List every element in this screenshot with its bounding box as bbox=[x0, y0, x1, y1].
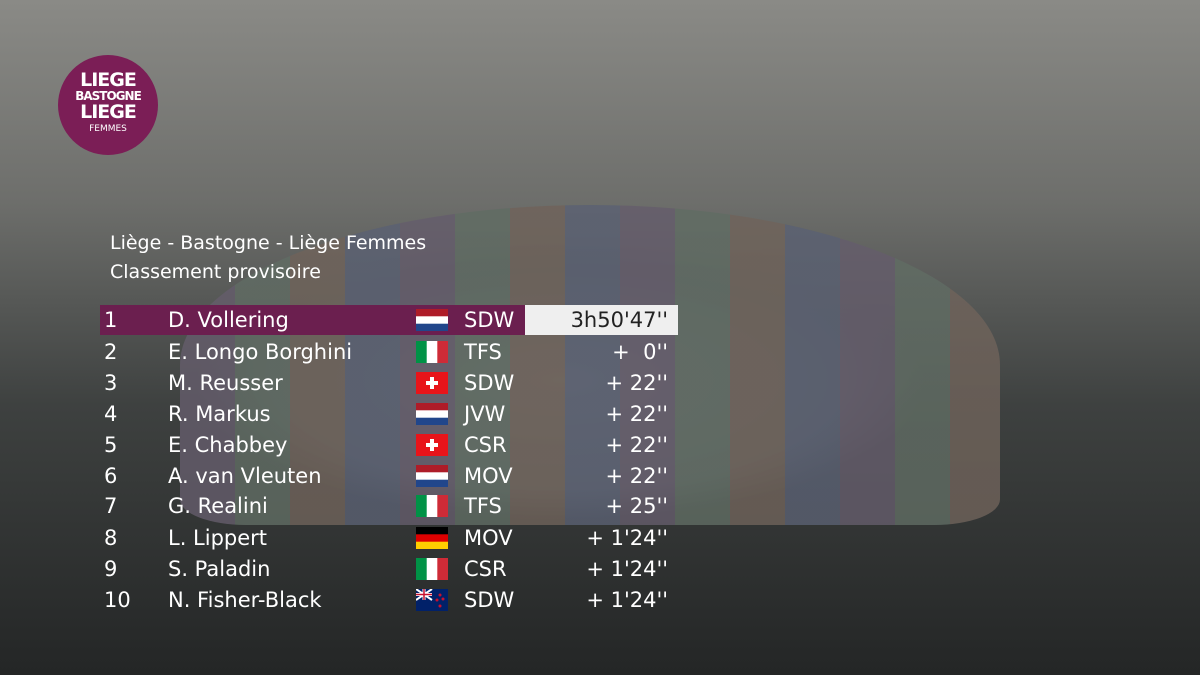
standing-row: 9 S. Paladin CSR + 1'24'' bbox=[100, 554, 678, 584]
rank: 9 bbox=[104, 557, 118, 581]
flag bbox=[416, 403, 448, 425]
rank: 6 bbox=[104, 464, 118, 488]
flag bbox=[416, 309, 448, 331]
time-gap: + 1'24'' bbox=[586, 526, 668, 550]
time-gap: + 22'' bbox=[605, 433, 668, 457]
time-gap: + 1'24'' bbox=[586, 588, 668, 612]
team: CSR bbox=[464, 433, 507, 457]
rank: 5 bbox=[104, 433, 118, 457]
team: TFS bbox=[464, 494, 502, 518]
flag bbox=[416, 527, 448, 549]
background-roof bbox=[180, 205, 1000, 525]
time-gap: + 22'' bbox=[605, 371, 668, 395]
standing-row: 7 G. Realini TFS + 25'' bbox=[100, 491, 678, 521]
time-gap: + 25'' bbox=[605, 494, 668, 518]
team: TFS bbox=[464, 340, 502, 364]
time-gap: + 22'' bbox=[605, 402, 668, 426]
logo-text: LIEGE bbox=[80, 69, 137, 91]
rider-name: R. Markus bbox=[168, 402, 271, 426]
flag bbox=[416, 495, 448, 517]
logo: LIEGE BASTOGNE LIEGE FEMMES bbox=[58, 55, 158, 155]
flag bbox=[416, 558, 448, 580]
flag bbox=[416, 341, 448, 363]
logo-text: FEMMES bbox=[89, 124, 127, 134]
rider-name: M. Reusser bbox=[168, 371, 283, 395]
rider-name: N. Fisher-Black bbox=[168, 588, 322, 612]
flag bbox=[416, 589, 448, 611]
standing-row: 10 N. Fisher-Black SDW + 1'24'' bbox=[100, 585, 678, 615]
rank: 2 bbox=[104, 340, 118, 364]
standing-row: 8 L. Lippert MOV + 1'24'' bbox=[100, 523, 678, 553]
rider-name: D. Vollering bbox=[168, 308, 289, 332]
team: MOV bbox=[464, 526, 513, 550]
rider-name: A. van Vleuten bbox=[168, 464, 322, 488]
standing-row: 4 R. Markus JVW + 22'' bbox=[100, 399, 678, 429]
standing-row: 5 E. Chabbey CSR + 22'' bbox=[100, 430, 678, 460]
rank: 3 bbox=[104, 371, 118, 395]
standing-row: 6 A. van Vleuten MOV + 22'' bbox=[100, 461, 678, 491]
rider-name: S. Paladin bbox=[168, 557, 271, 581]
team: JVW bbox=[464, 402, 506, 426]
rider-name: G. Realini bbox=[168, 494, 268, 518]
standing-row: 3 M. Reusser SDW + 22'' bbox=[100, 368, 678, 398]
time-gap: 3h50'47'' bbox=[570, 308, 668, 332]
logo-text: LIEGE bbox=[80, 101, 137, 123]
rider-name: E. Longo Borghini bbox=[168, 340, 353, 364]
rank: 7 bbox=[104, 494, 118, 518]
standing-row: 1 D. Vollering SDW 3h50'47'' bbox=[100, 305, 678, 335]
rank: 10 bbox=[104, 588, 131, 612]
team: SDW bbox=[464, 371, 515, 395]
standing-row: 2 E. Longo Borghini TFS + 0'' bbox=[100, 337, 678, 367]
rank: 4 bbox=[104, 402, 118, 426]
team: SDW bbox=[464, 588, 515, 612]
time-gap: + 1'24'' bbox=[586, 557, 668, 581]
time-gap: + 22'' bbox=[605, 464, 668, 488]
subtitle: Classement provisoire bbox=[110, 261, 321, 283]
flag bbox=[416, 465, 448, 487]
team: MOV bbox=[464, 464, 513, 488]
flag bbox=[416, 372, 448, 394]
logo-text: BASTOGNE bbox=[75, 89, 142, 103]
title: Liège - Bastogne - Liège Femmes bbox=[110, 232, 427, 254]
team: SDW bbox=[464, 308, 515, 332]
rider-name: E. Chabbey bbox=[168, 433, 288, 457]
time-gap: + 0'' bbox=[612, 340, 668, 364]
rider-name: L. Lippert bbox=[168, 526, 268, 550]
flag bbox=[416, 434, 448, 456]
rank: 8 bbox=[104, 526, 118, 550]
team: CSR bbox=[464, 557, 507, 581]
rank: 1 bbox=[104, 308, 118, 332]
